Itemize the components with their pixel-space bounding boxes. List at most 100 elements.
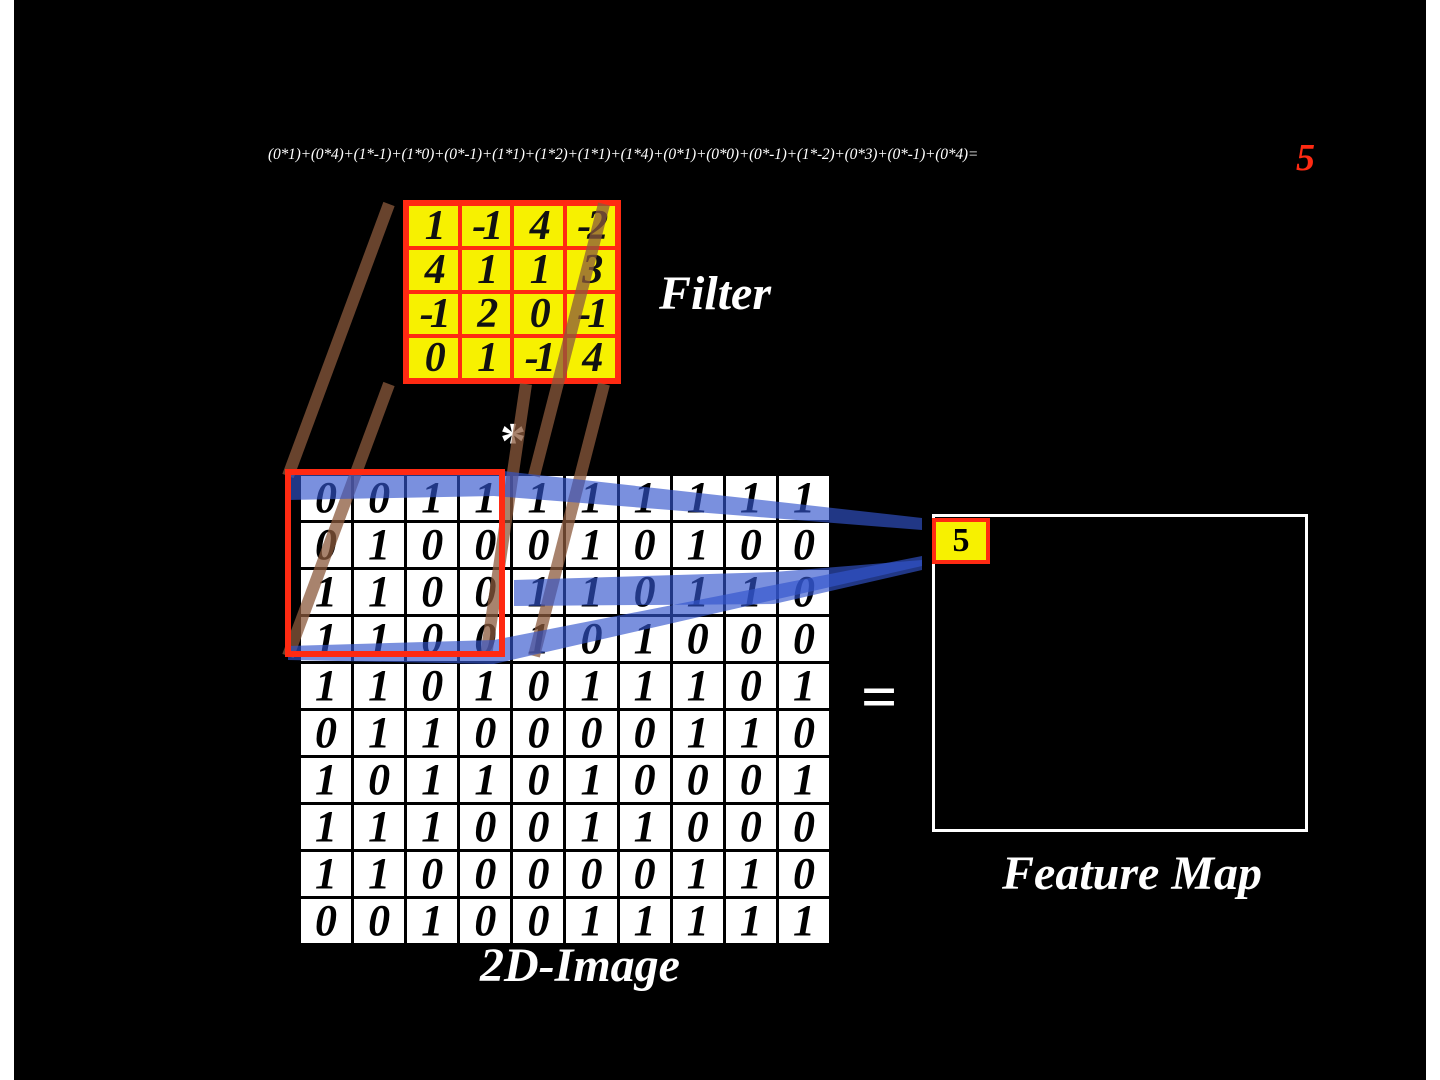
filter-cell: 1 [407, 204, 460, 248]
filter-cell: -1 [407, 292, 460, 336]
image-cell: 0 [619, 852, 670, 896]
image-cell: 1 [513, 617, 564, 661]
image-cell: 1 [354, 664, 405, 708]
image-cell: 0 [513, 899, 564, 943]
image-cell: 0 [513, 664, 564, 708]
image-cell: 1 [778, 664, 829, 708]
image-cell: 1 [460, 758, 511, 802]
image-cell: 1 [354, 617, 405, 661]
filter-cell: 0 [407, 336, 460, 380]
image-cell: 1 [619, 664, 670, 708]
image-cell: 0 [301, 523, 352, 567]
image-cell: 0 [460, 899, 511, 943]
image-cell: 1 [354, 570, 405, 614]
image-cell: 1 [407, 476, 458, 520]
slide: (0*1)+(0*4)+(1*-1)+(1*0)+(0*-1)+(1*1)+(1… [14, 0, 1426, 1080]
image-cell: 0 [407, 617, 458, 661]
image-cell: 1 [672, 523, 723, 567]
image-cell: 0 [301, 711, 352, 755]
image-cell: 0 [407, 852, 458, 896]
image-cell: 1 [407, 711, 458, 755]
equals-sign: = [861, 661, 898, 732]
image-cell: 1 [566, 476, 617, 520]
image-cell: 1 [566, 570, 617, 614]
image-cell: 1 [460, 664, 511, 708]
image-cell: 1 [513, 570, 564, 614]
image-cell: 0 [619, 523, 670, 567]
image-cell: 1 [566, 758, 617, 802]
image-cell: 0 [778, 617, 829, 661]
image-cell: 1 [778, 758, 829, 802]
image-cell: 1 [725, 476, 776, 520]
image-cell: 1 [354, 523, 405, 567]
image-cell: 0 [513, 805, 564, 849]
image-cell: 1 [566, 523, 617, 567]
image-cell: 1 [407, 805, 458, 849]
image-cell: 1 [354, 852, 405, 896]
filter-cell: 2 [459, 292, 512, 336]
image-label: 2D-Image [480, 939, 680, 992]
image-cell: 0 [619, 758, 670, 802]
filter-cell: -1 [459, 204, 512, 248]
image-cell: 1 [407, 899, 458, 943]
image-cell: 0 [725, 758, 776, 802]
image-cell: 1 [513, 476, 564, 520]
image-cell: 1 [354, 711, 405, 755]
image-cell: 1 [619, 805, 670, 849]
image-cell: 0 [672, 758, 723, 802]
image-cell: 0 [460, 805, 511, 849]
image-cell: 0 [778, 711, 829, 755]
image-cell: 1 [301, 570, 352, 614]
filter-cell: 1 [459, 336, 512, 380]
convolution-equation: (0*1)+(0*4)+(1*-1)+(1*0)+(0*-1)+(1*1)+(1… [268, 146, 979, 163]
image-cell: 0 [672, 617, 723, 661]
image-cell: 1 [301, 758, 352, 802]
image-cell: 0 [460, 617, 511, 661]
convolution-result: 5 [1296, 137, 1315, 179]
image-cell: 0 [778, 570, 829, 614]
image-cell: 0 [672, 805, 723, 849]
filter-cell: 1 [459, 248, 512, 292]
image-cell: 1 [672, 570, 723, 614]
image-cell: 1 [619, 476, 670, 520]
image-cell: 1 [725, 711, 776, 755]
image-cell: 1 [407, 758, 458, 802]
filter-cell: 0 [512, 292, 565, 336]
image-cell: 0 [619, 711, 670, 755]
image-cell: 0 [460, 570, 511, 614]
image-cell: 1 [778, 899, 829, 943]
image-cell: 1 [301, 617, 352, 661]
image-cell: 0 [301, 476, 352, 520]
image-cell: 1 [725, 570, 776, 614]
feature-map-label: Feature Map [1002, 847, 1263, 900]
image-cell: 0 [778, 523, 829, 567]
image-cell: 0 [460, 523, 511, 567]
image-cell: 0 [460, 852, 511, 896]
image-cell: 1 [619, 899, 670, 943]
image-cell: 1 [301, 852, 352, 896]
image-cell: 0 [725, 805, 776, 849]
image-cell: 1 [778, 476, 829, 520]
filter-label: Filter [659, 267, 772, 320]
image-cell: 0 [725, 664, 776, 708]
filter-cell: 1 [512, 248, 565, 292]
image-cell: 0 [566, 617, 617, 661]
image-cell: 1 [460, 476, 511, 520]
image-cell: 0 [566, 852, 617, 896]
image-cell: 0 [301, 899, 352, 943]
filter-cell: -1 [564, 292, 617, 336]
image-cell: 1 [672, 852, 723, 896]
filter-cell: 4 [407, 248, 460, 292]
image-cell: 1 [566, 899, 617, 943]
image-cell: 1 [672, 899, 723, 943]
feature-map-cell: 5 [932, 518, 990, 564]
projection-line [282, 201, 395, 479]
convolution-operator: * [500, 413, 526, 470]
image-cell: 0 [354, 758, 405, 802]
image-cell: 1 [672, 711, 723, 755]
image-cell: 0 [513, 758, 564, 802]
image-cell: 0 [407, 523, 458, 567]
image-cell: 0 [354, 899, 405, 943]
image-cell: 0 [778, 852, 829, 896]
